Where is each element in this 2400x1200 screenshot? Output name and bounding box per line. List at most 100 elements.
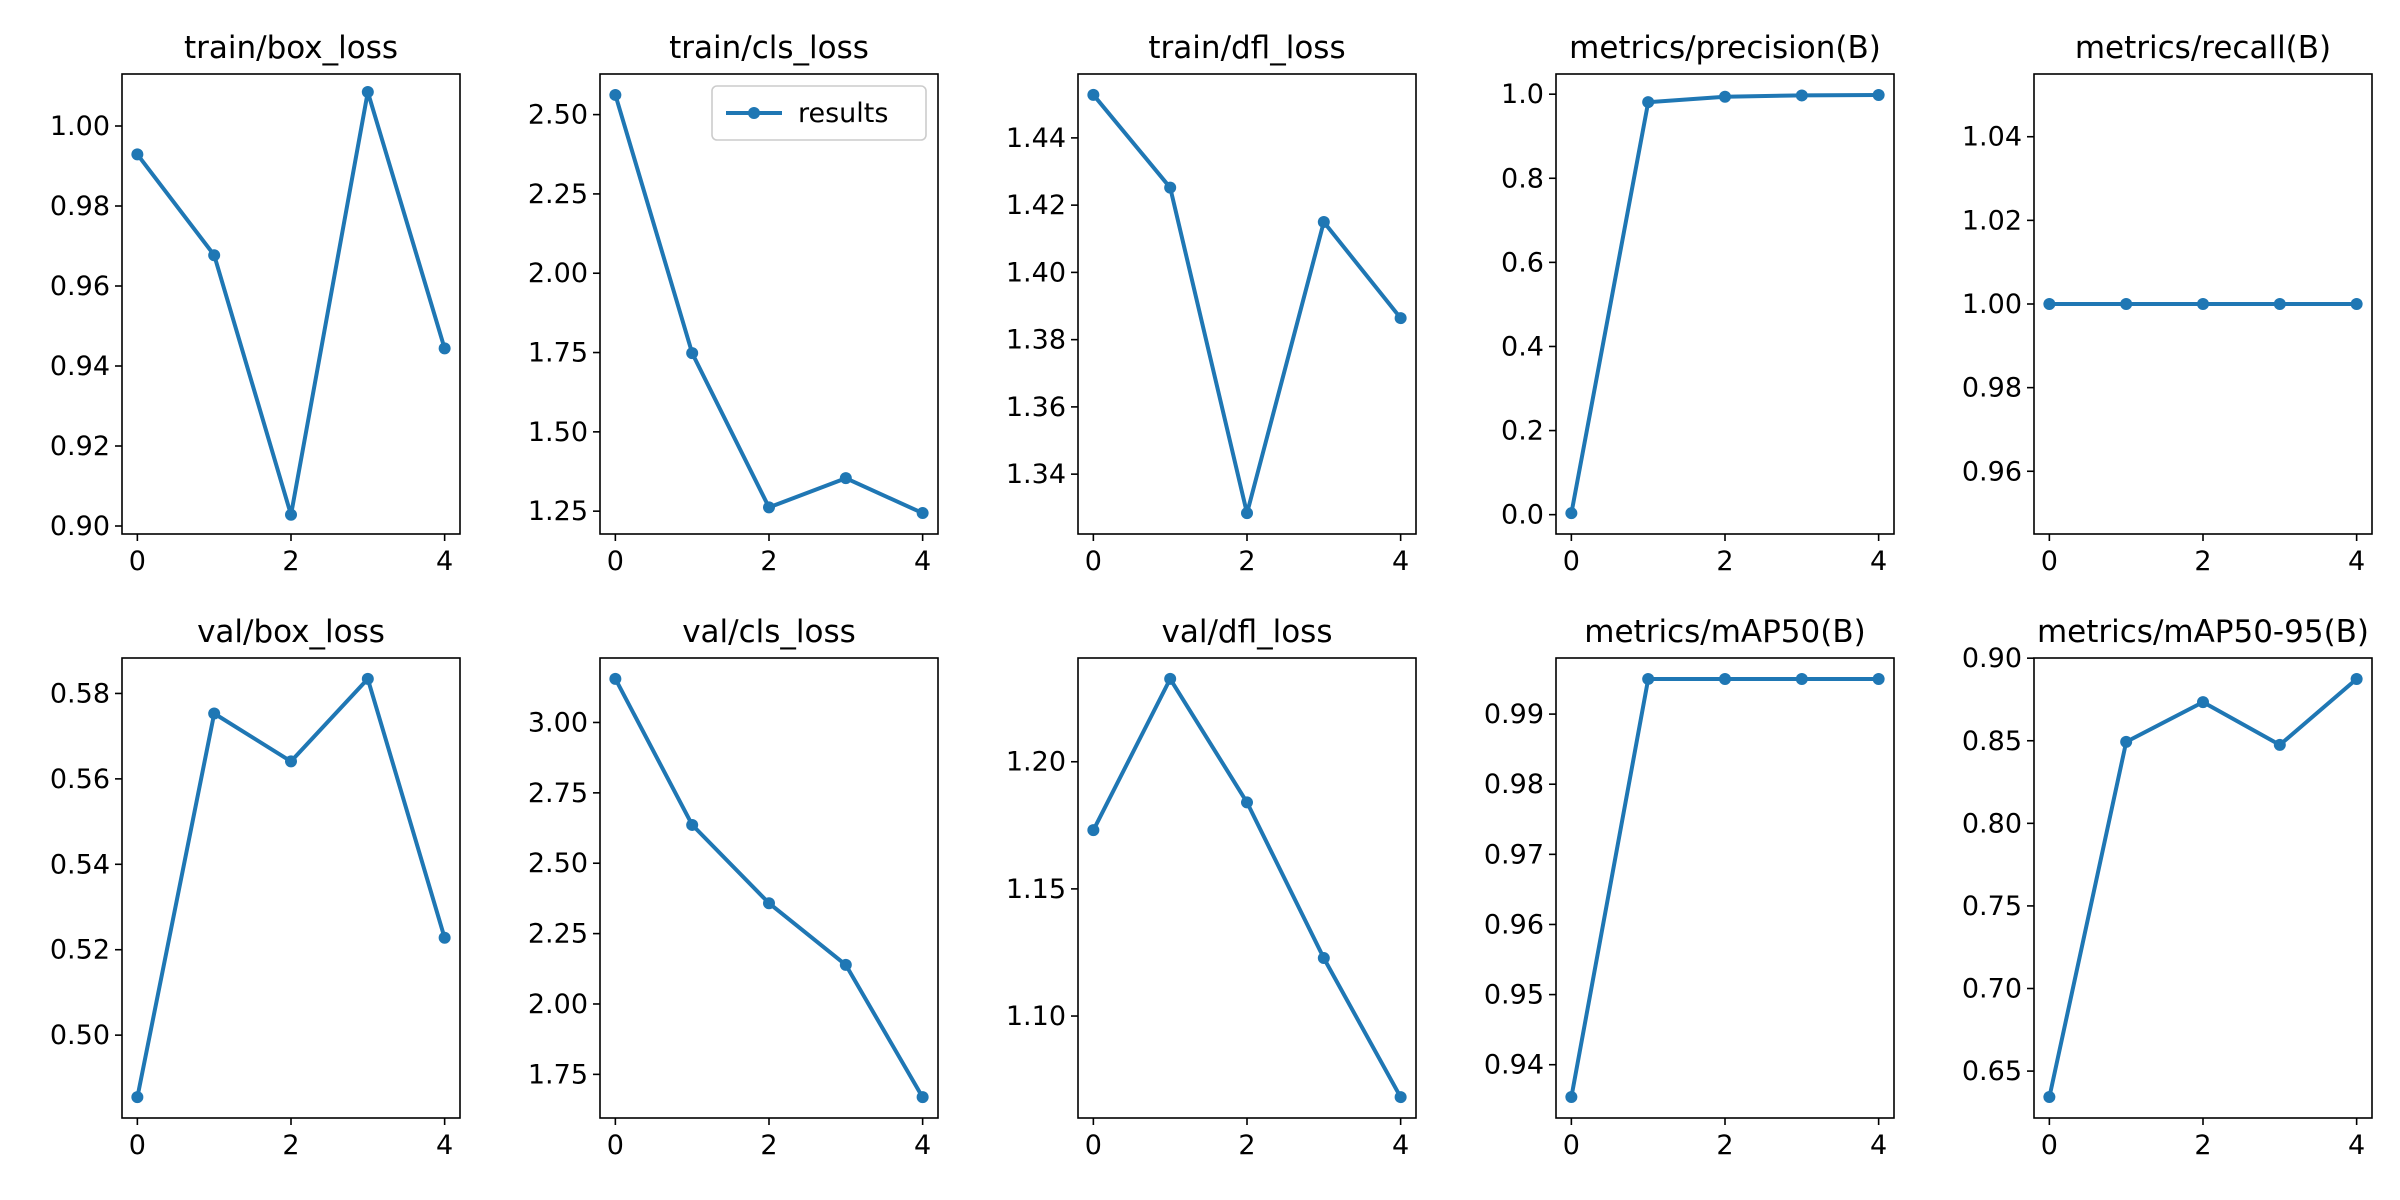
y-tick-label: 0.95 [1484, 980, 1544, 1011]
x-tick-label: 0 [129, 1130, 146, 1161]
axes-frame [121, 73, 461, 535]
series-line-results [1569, 93, 1879, 514]
x-tick-label: 4 [2348, 546, 2365, 577]
y-tick-label: 1.02 [1962, 205, 2022, 236]
axes-frame [1077, 73, 1417, 535]
y-tick-label: 0.2 [1501, 416, 1544, 447]
x-tick-label: 4 [1870, 546, 1887, 577]
series-line-results [135, 676, 447, 1098]
y-tick-label: 2.00 [528, 989, 588, 1020]
y-tick-label: 1.75 [528, 338, 588, 369]
subplot-3: train/dfl_loss 0 2 4 1.34 1.36 1.38 1.40 1.42 1.4… [1006, 30, 1417, 577]
y-tick-label: 0.98 [50, 191, 110, 222]
y-tick-label: 0.96 [1962, 456, 2022, 487]
data-point [1719, 673, 1731, 686]
data-point [2043, 298, 2056, 310]
y-tick-label: 1.25 [528, 496, 588, 527]
axes-frame [121, 657, 461, 1119]
x-tick-label: 2 [760, 546, 777, 577]
data-point [1317, 952, 1330, 965]
series-line-results [613, 677, 925, 1099]
x-tick-label: 2 [2194, 1130, 2211, 1161]
x-tick-label: 2 [282, 1130, 299, 1161]
subplot-6: val/box_loss 0 2 4 0.50 0.52 0.54 0.56 0.58 [50, 614, 461, 1161]
y-tick-label: 1.44 [1006, 123, 1066, 154]
y-tick-label: 1.15 [1006, 874, 1066, 905]
axes-frame [1077, 657, 1417, 1119]
axes-frame [1555, 73, 1895, 535]
data-point [208, 249, 221, 262]
data-point [916, 507, 929, 520]
data-point [1795, 673, 1808, 686]
subplot-4: metrics/precision(B) 0 2 4 0.0 0.2 0.4 0.6 0.8 1.… [1501, 30, 1895, 577]
data-point [686, 818, 699, 831]
y-tick-label: 1.36 [1006, 392, 1066, 423]
data-point [438, 931, 451, 944]
y-tick-label: 1.75 [528, 1059, 588, 1090]
x-tick-label: 2 [282, 546, 299, 577]
data-point [208, 707, 221, 720]
axes-frame [1555, 657, 1895, 1119]
legend-marker [748, 107, 760, 119]
y-tick-label: 1.00 [1962, 289, 2022, 320]
data-point [285, 755, 297, 768]
subplot-title: metrics/mAP50(B) [1584, 614, 1865, 650]
x-tick-label: 4 [1392, 1130, 1409, 1161]
y-tick-label: 0.0 [1501, 500, 1544, 531]
y-tick-label: 0.58 [50, 678, 110, 709]
subplot-8: val/dfl_loss 0 2 4 1.10 1.15 1.20 [1006, 614, 1417, 1161]
y-tick-label: 1.50 [528, 417, 588, 448]
x-tick-label: 4 [2348, 1130, 2365, 1161]
legend-box [711, 85, 927, 141]
data-point [2120, 298, 2133, 310]
x-tick-label: 0 [607, 546, 624, 577]
data-point [839, 958, 852, 971]
data-point [1087, 824, 1100, 837]
series-line-results [135, 90, 447, 517]
data-point [763, 501, 775, 514]
y-tick-label: 0.54 [50, 849, 110, 880]
data-point [1565, 1090, 1578, 1103]
x-tick-label: 0 [2041, 546, 2058, 577]
y-tick-label: 0.94 [50, 351, 110, 382]
y-tick-label: 0.56 [50, 764, 110, 795]
data-point [1642, 96, 1655, 109]
y-tick-label: 2.50 [528, 848, 588, 879]
y-tick-label: 0.75 [1962, 891, 2022, 922]
x-tick-label: 2 [2194, 546, 2211, 577]
y-tick-label: 0.52 [50, 935, 110, 966]
legend-label: results [798, 98, 888, 129]
data-point [1317, 215, 1330, 228]
data-point [131, 1091, 144, 1104]
y-tick-label: 0.99 [1484, 699, 1544, 730]
y-tick-label: 0.6 [1501, 247, 1544, 278]
y-tick-label: 2.00 [528, 258, 588, 289]
y-tick-label: 1.40 [1006, 257, 1066, 288]
data-point [839, 472, 852, 485]
y-tick-label: 0.70 [1962, 974, 2022, 1005]
y-tick-label: 0.8 [1501, 163, 1544, 194]
y-tick-label: 0.98 [1484, 769, 1544, 800]
data-point [131, 148, 144, 161]
data-point [609, 672, 622, 685]
y-tick-label: 1.38 [1006, 325, 1066, 356]
x-tick-label: 0 [607, 1130, 624, 1161]
data-point [1164, 181, 1177, 194]
data-point [609, 88, 622, 101]
y-tick-label: 0.97 [1484, 839, 1544, 870]
y-tick-label: 0.65 [1962, 1056, 2022, 1087]
subplot-title: train/dfl_loss [1148, 30, 1345, 66]
y-tick-label: 0.90 [1962, 643, 2022, 674]
y-tick-label: 0.4 [1501, 331, 1544, 362]
subplot-9: metrics/mAP50(B) 0 2 4 0.94 0.95 0.96 0.97 0.98 0… [1484, 614, 1895, 1161]
y-tick-label: 0.92 [50, 431, 110, 462]
y-tick-label: 3.00 [528, 707, 588, 738]
axes-frame [599, 657, 939, 1119]
data-point [2350, 672, 2363, 685]
y-tick-label: 2.25 [528, 179, 588, 210]
data-point [2273, 738, 2286, 751]
data-point [1087, 88, 1100, 101]
series-line-results [1569, 677, 1879, 1098]
y-tick-label: 0.80 [1962, 808, 2022, 839]
subplot-5: metrics/recall(B) 0 2 4 0.96 0.98 1.00 1.02 1.04 [1962, 30, 2373, 577]
